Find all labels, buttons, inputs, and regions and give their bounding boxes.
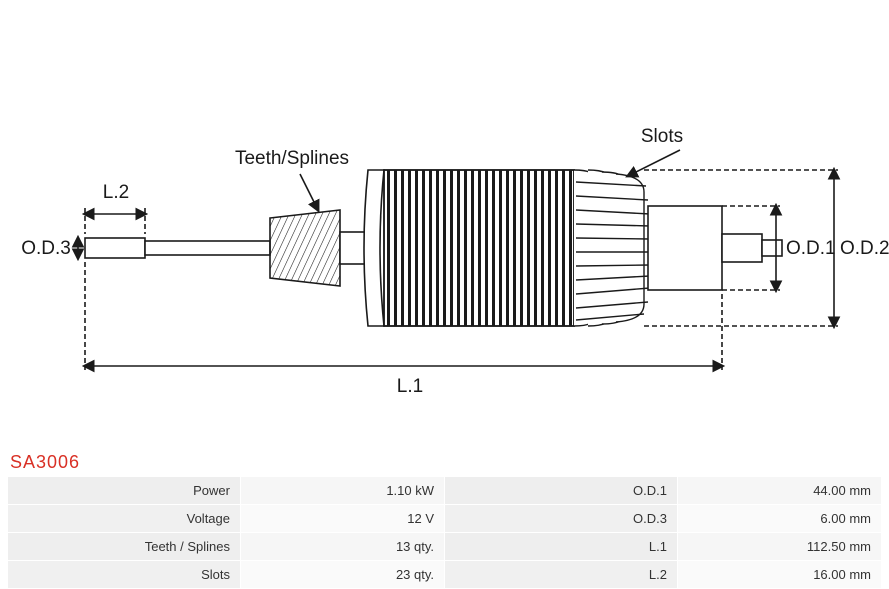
slots-label: Slots (641, 126, 683, 147)
l1-label: L.1 (397, 376, 423, 397)
teeth-splines-label: Teeth/Splines (235, 148, 349, 169)
spec-value: 23 qty. (241, 561, 444, 588)
table-row: Teeth / Splines 13 qty. L.1 112.50 mm (8, 533, 881, 560)
od3-label: O.D.3 (21, 238, 71, 259)
spec-value: 12 V (241, 505, 444, 532)
table-row: Voltage 12 V O.D.3 6.00 mm (8, 505, 881, 532)
spec-value: 1.10 kW (241, 477, 444, 504)
table-row: Power 1.10 kW O.D.1 44.00 mm (8, 477, 881, 504)
part-number: SA3006 (10, 452, 80, 473)
spec-label: Slots (8, 561, 240, 588)
specs-table: Power 1.10 kW O.D.1 44.00 mm Voltage 12 … (7, 476, 882, 589)
armature-diagram: Teeth/Splines Slots L.2 O.D.3 O.D.1 O.D.… (0, 10, 889, 440)
spec-label: O.D.1 (445, 477, 677, 504)
spec-label: Power (8, 477, 240, 504)
spec-value: 6.00 mm (678, 505, 881, 532)
spec-value: 16.00 mm (678, 561, 881, 588)
spec-value: 44.00 mm (678, 477, 881, 504)
spec-label: L.2 (445, 561, 677, 588)
spec-label: Teeth / Splines (8, 533, 240, 560)
od1-label: O.D.1 (786, 238, 836, 259)
spec-label: Voltage (8, 505, 240, 532)
table-row: Slots 23 qty. L.2 16.00 mm (8, 561, 881, 588)
spec-value: 112.50 mm (678, 533, 881, 560)
od2-label: O.D.2 (840, 238, 889, 259)
l2-label: L.2 (103, 182, 129, 203)
spec-label: O.D.3 (445, 505, 677, 532)
spec-value: 13 qty. (241, 533, 444, 560)
spec-label: L.1 (445, 533, 677, 560)
